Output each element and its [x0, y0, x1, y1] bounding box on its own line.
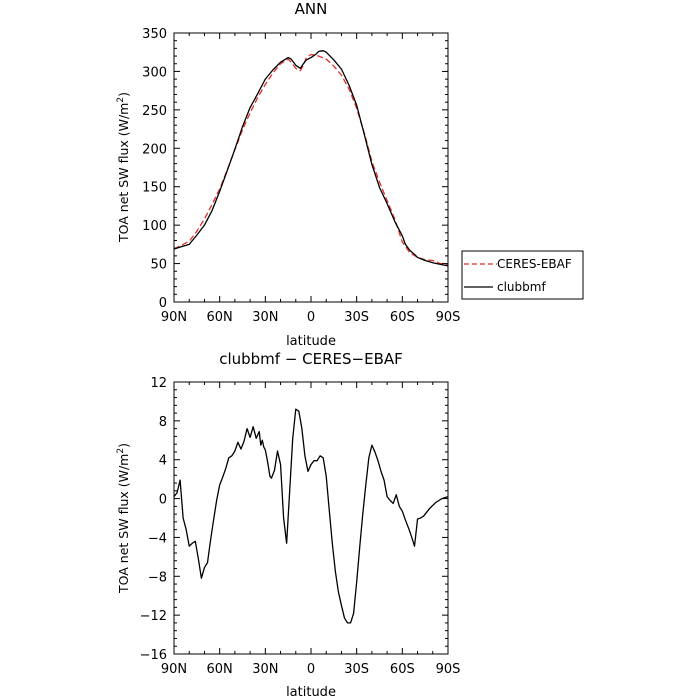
bottom-y-tick-label: −12 [140, 609, 167, 624]
top-chart: ANN TOA net SW flux (W/m2) latitude 90N 6… [116, 0, 460, 349]
bottom-x-tick-label: 0 [307, 662, 315, 677]
top-y-tick-label: 150 [142, 181, 167, 196]
top-series-ceres-ebaf [173, 53, 449, 265]
bottom-series-difference [173, 408, 449, 624]
bottom-y-tick-label: 4 [159, 454, 167, 469]
bottom-chart: clubbmf − CERES−EBAF TOA net SW flux (W/… [116, 350, 460, 700]
top-chart-title: ANN [295, 0, 328, 18]
bottom-x-tick-label: 90S [436, 662, 461, 677]
top-x-tick-label: 0 [307, 310, 315, 325]
bottom-x-tick-label: 90N [161, 662, 187, 677]
top-y-tick-label: 350 [142, 27, 167, 42]
top-x-tick-label: 30S [344, 310, 369, 325]
top-y-tick-label: 300 [142, 65, 167, 80]
top-y-tick-label: 50 [150, 258, 167, 273]
bottom-x-tick-label: 60N [207, 662, 233, 677]
bottom-y-tick-label: 12 [150, 376, 167, 391]
bottom-y-tick-label: 0 [159, 493, 167, 508]
top-x-tick-label: 60S [390, 310, 415, 325]
bottom-plot-frame [173, 381, 449, 655]
top-x-tick-label: 90S [436, 310, 461, 325]
top-plot-frame [173, 32, 449, 303]
legend-box [461, 250, 584, 300]
bottom-chart-xlabel: latitude [286, 685, 336, 700]
bottom-y-tick-label: −4 [148, 531, 167, 546]
top-series-clubbmf [173, 50, 449, 267]
top-y-tick-label: 100 [142, 219, 167, 234]
bottom-x-tick-label: 30S [344, 662, 369, 677]
bottom-x-tick-label: 30N [252, 662, 278, 677]
bottom-y-tick-label: −8 [148, 570, 167, 585]
top-y-tick-label: 0 [159, 296, 167, 311]
top-chart-ylabel: TOA net SW flux (W/m2) [116, 92, 131, 243]
legend-label-ceres: CERES-EBAF [497, 257, 572, 271]
bottom-chart-ylabel: TOA net SW flux (W/m2) [116, 443, 131, 594]
top-y-tick-label: 200 [142, 142, 167, 157]
bottom-y-tick-label: −16 [140, 648, 167, 663]
top-x-tick-label: 60N [207, 310, 233, 325]
bottom-y-tick-label: 8 [159, 415, 167, 430]
bottom-x-tick-label: 60S [390, 662, 415, 677]
bottom-chart-title: clubbmf − CERES−EBAF [219, 350, 403, 368]
top-x-tick-label: 30N [252, 310, 278, 325]
legend-label-clubbmf: clubbmf [497, 280, 546, 294]
top-chart-xlabel: latitude [286, 334, 336, 349]
top-y-tick-label: 250 [142, 104, 167, 119]
legend: CERES-EBAF clubbmf [461, 250, 584, 300]
top-x-tick-label: 90N [161, 310, 187, 325]
